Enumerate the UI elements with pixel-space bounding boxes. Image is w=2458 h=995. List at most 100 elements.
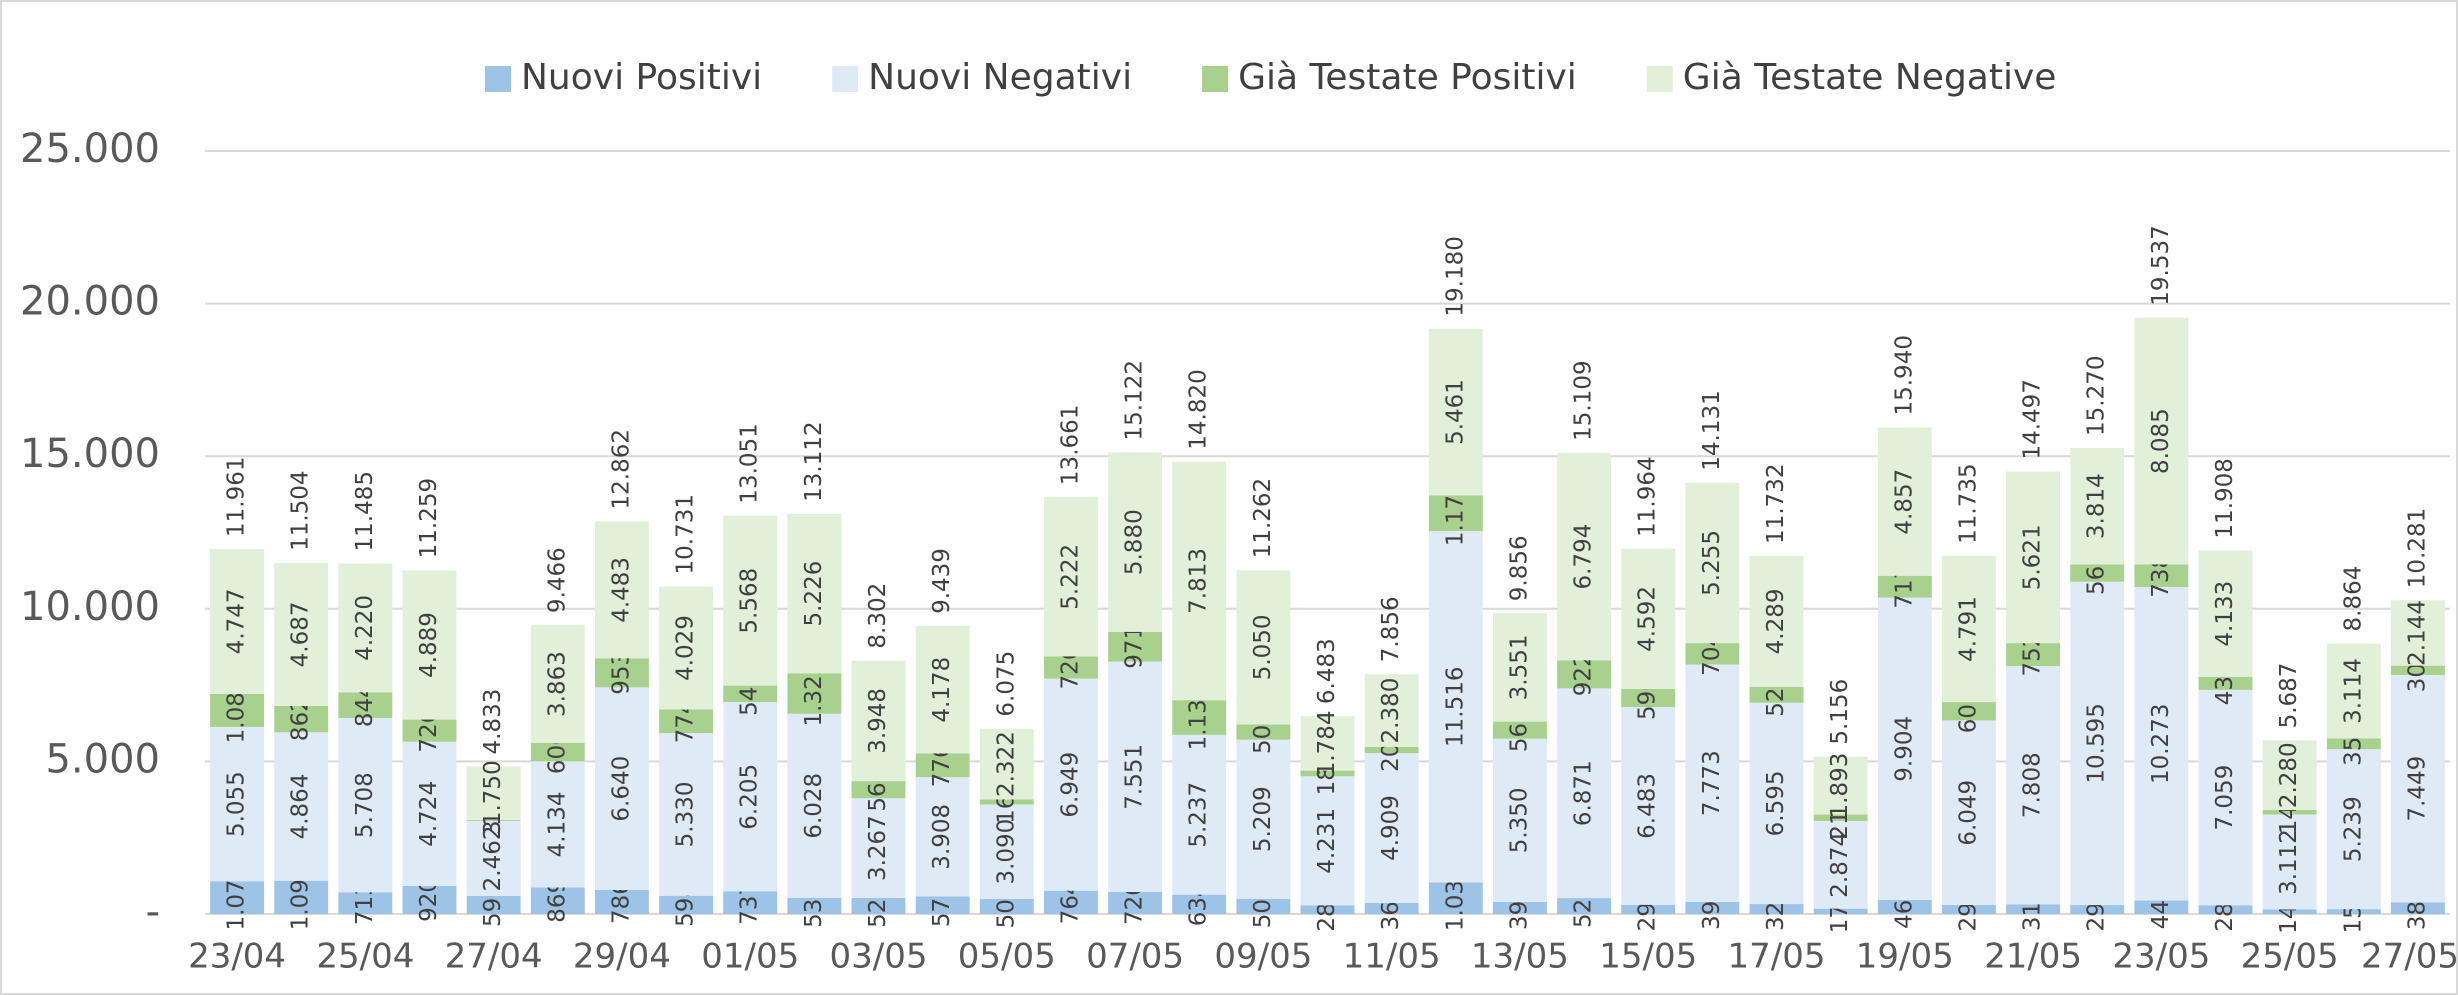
bar-segment	[1813, 756, 1868, 815]
bar-segment	[466, 766, 521, 820]
data-label: 2.280	[2276, 742, 2302, 808]
bar-segment	[2006, 904, 2061, 914]
bar-segment	[851, 897, 906, 914]
bar-segment	[1877, 427, 1932, 576]
data-label: 5.055	[224, 771, 250, 837]
data-label: 5.050	[1250, 614, 1276, 680]
x-tick-label: 21/05	[1984, 937, 2082, 977]
data-label: 4.747	[224, 588, 250, 654]
bar-segment	[1043, 656, 1098, 679]
data-label: 3.090	[993, 819, 1019, 885]
data-label: 7.449	[2404, 756, 2430, 822]
total-label: 11.908	[2212, 458, 2238, 538]
bar-segment	[466, 895, 521, 914]
bar-segment	[2326, 738, 2381, 750]
data-label: 10.273	[2148, 704, 2174, 784]
bar-segment	[530, 625, 585, 743]
bar-segment	[1172, 700, 1227, 735]
bar-segment	[1941, 555, 1996, 703]
total-label: 15.940	[1891, 335, 1917, 415]
x-tick-label: 11/05	[1343, 937, 1441, 977]
total-label: 10.281	[2404, 508, 2430, 588]
bar-segment	[1492, 738, 1547, 902]
bar-segment	[1557, 688, 1612, 899]
total-label: 15.270	[2084, 355, 2110, 435]
bar-segment	[210, 881, 265, 914]
data-label: 4.889	[416, 612, 442, 678]
bar-segment	[979, 728, 1034, 800]
y-tick-label: 25.000	[20, 126, 160, 172]
total-label: 15.122	[1122, 360, 1148, 440]
bar-segment	[851, 798, 906, 898]
bar-segment	[530, 761, 585, 888]
data-label: 11.516	[1442, 666, 1468, 746]
legend-label: Nuovi Negativi	[868, 57, 1132, 98]
data-label: 2.874	[1827, 832, 1853, 898]
x-tick-label: 17/05	[1728, 937, 1826, 977]
data-label: 1.784	[1314, 710, 1340, 776]
data-label: 5.226	[801, 561, 827, 627]
bar-segment	[1428, 531, 1483, 883]
data-label: 2.462	[480, 825, 506, 891]
data-label: 6.049	[1955, 780, 1981, 846]
legend-swatch	[832, 66, 859, 92]
bar-segment	[210, 548, 265, 694]
x-tick-label: 29/04	[573, 937, 671, 977]
bar-segment	[1236, 570, 1291, 725]
bar-segment	[210, 693, 265, 727]
y-tick-label: -	[146, 889, 160, 935]
data-label: 2.380	[1378, 678, 1404, 744]
data-label: 8.085	[2148, 408, 2174, 474]
bar-segment	[1236, 739, 1291, 899]
bar-segment	[659, 733, 714, 896]
bar-segment	[2198, 550, 2253, 677]
bar-segment	[851, 781, 906, 799]
x-tick-label: 27/04	[445, 937, 543, 977]
bar-segment	[2070, 581, 2125, 906]
total-label: 13.051	[737, 423, 763, 503]
bar-segment	[1749, 686, 1804, 703]
legend-label: Già Testate Positivi	[1238, 57, 1577, 98]
total-label: 4.833	[480, 689, 506, 755]
data-label: 6.483	[1635, 773, 1661, 839]
total-label: 11.964	[1635, 456, 1661, 536]
data-label: 3.112	[2276, 829, 2302, 895]
bar-segment	[466, 820, 521, 896]
legend-label: Nuovi Positivi	[521, 57, 762, 98]
bar-segment	[2198, 689, 2253, 906]
x-tick-label: 25/04	[316, 937, 414, 977]
data-label: 6.028	[801, 773, 827, 839]
bar-segment	[979, 804, 1034, 899]
bar-segment	[402, 885, 457, 914]
bar-segment	[338, 718, 393, 893]
x-tick-label: 23/04	[188, 937, 286, 977]
data-label: 1.893	[1827, 753, 1853, 819]
data-label: 1.750	[480, 760, 506, 826]
bar-segment	[2262, 909, 2317, 914]
bar-segment	[2070, 447, 2125, 565]
total-label: 5.156	[1827, 679, 1853, 745]
legend-label: Già Testate Negative	[1683, 57, 2057, 98]
total-label: 6.075	[993, 651, 1019, 717]
data-label: 2.144	[2404, 600, 2430, 666]
data-label: 6.640	[608, 756, 634, 822]
data-label: 6.205	[737, 764, 763, 830]
bar-segment	[659, 709, 714, 734]
data-label: 4.133	[2212, 581, 2238, 647]
bar-segment	[274, 705, 329, 733]
bar-segment	[274, 880, 329, 914]
legend-swatch	[1646, 66, 1673, 92]
bar-segment	[1428, 882, 1483, 914]
bar-segment	[2134, 317, 2189, 565]
bar-segment	[787, 513, 842, 674]
bar-segment	[594, 658, 649, 688]
bar-segment	[402, 719, 457, 742]
bar-segment	[1043, 678, 1098, 891]
data-label: 3.908	[929, 804, 955, 870]
bar-segment	[530, 887, 585, 914]
bar-segment	[594, 521, 649, 659]
data-label: 4.134	[544, 791, 570, 857]
bar-segment	[1172, 734, 1227, 895]
bar-segment	[338, 563, 393, 693]
